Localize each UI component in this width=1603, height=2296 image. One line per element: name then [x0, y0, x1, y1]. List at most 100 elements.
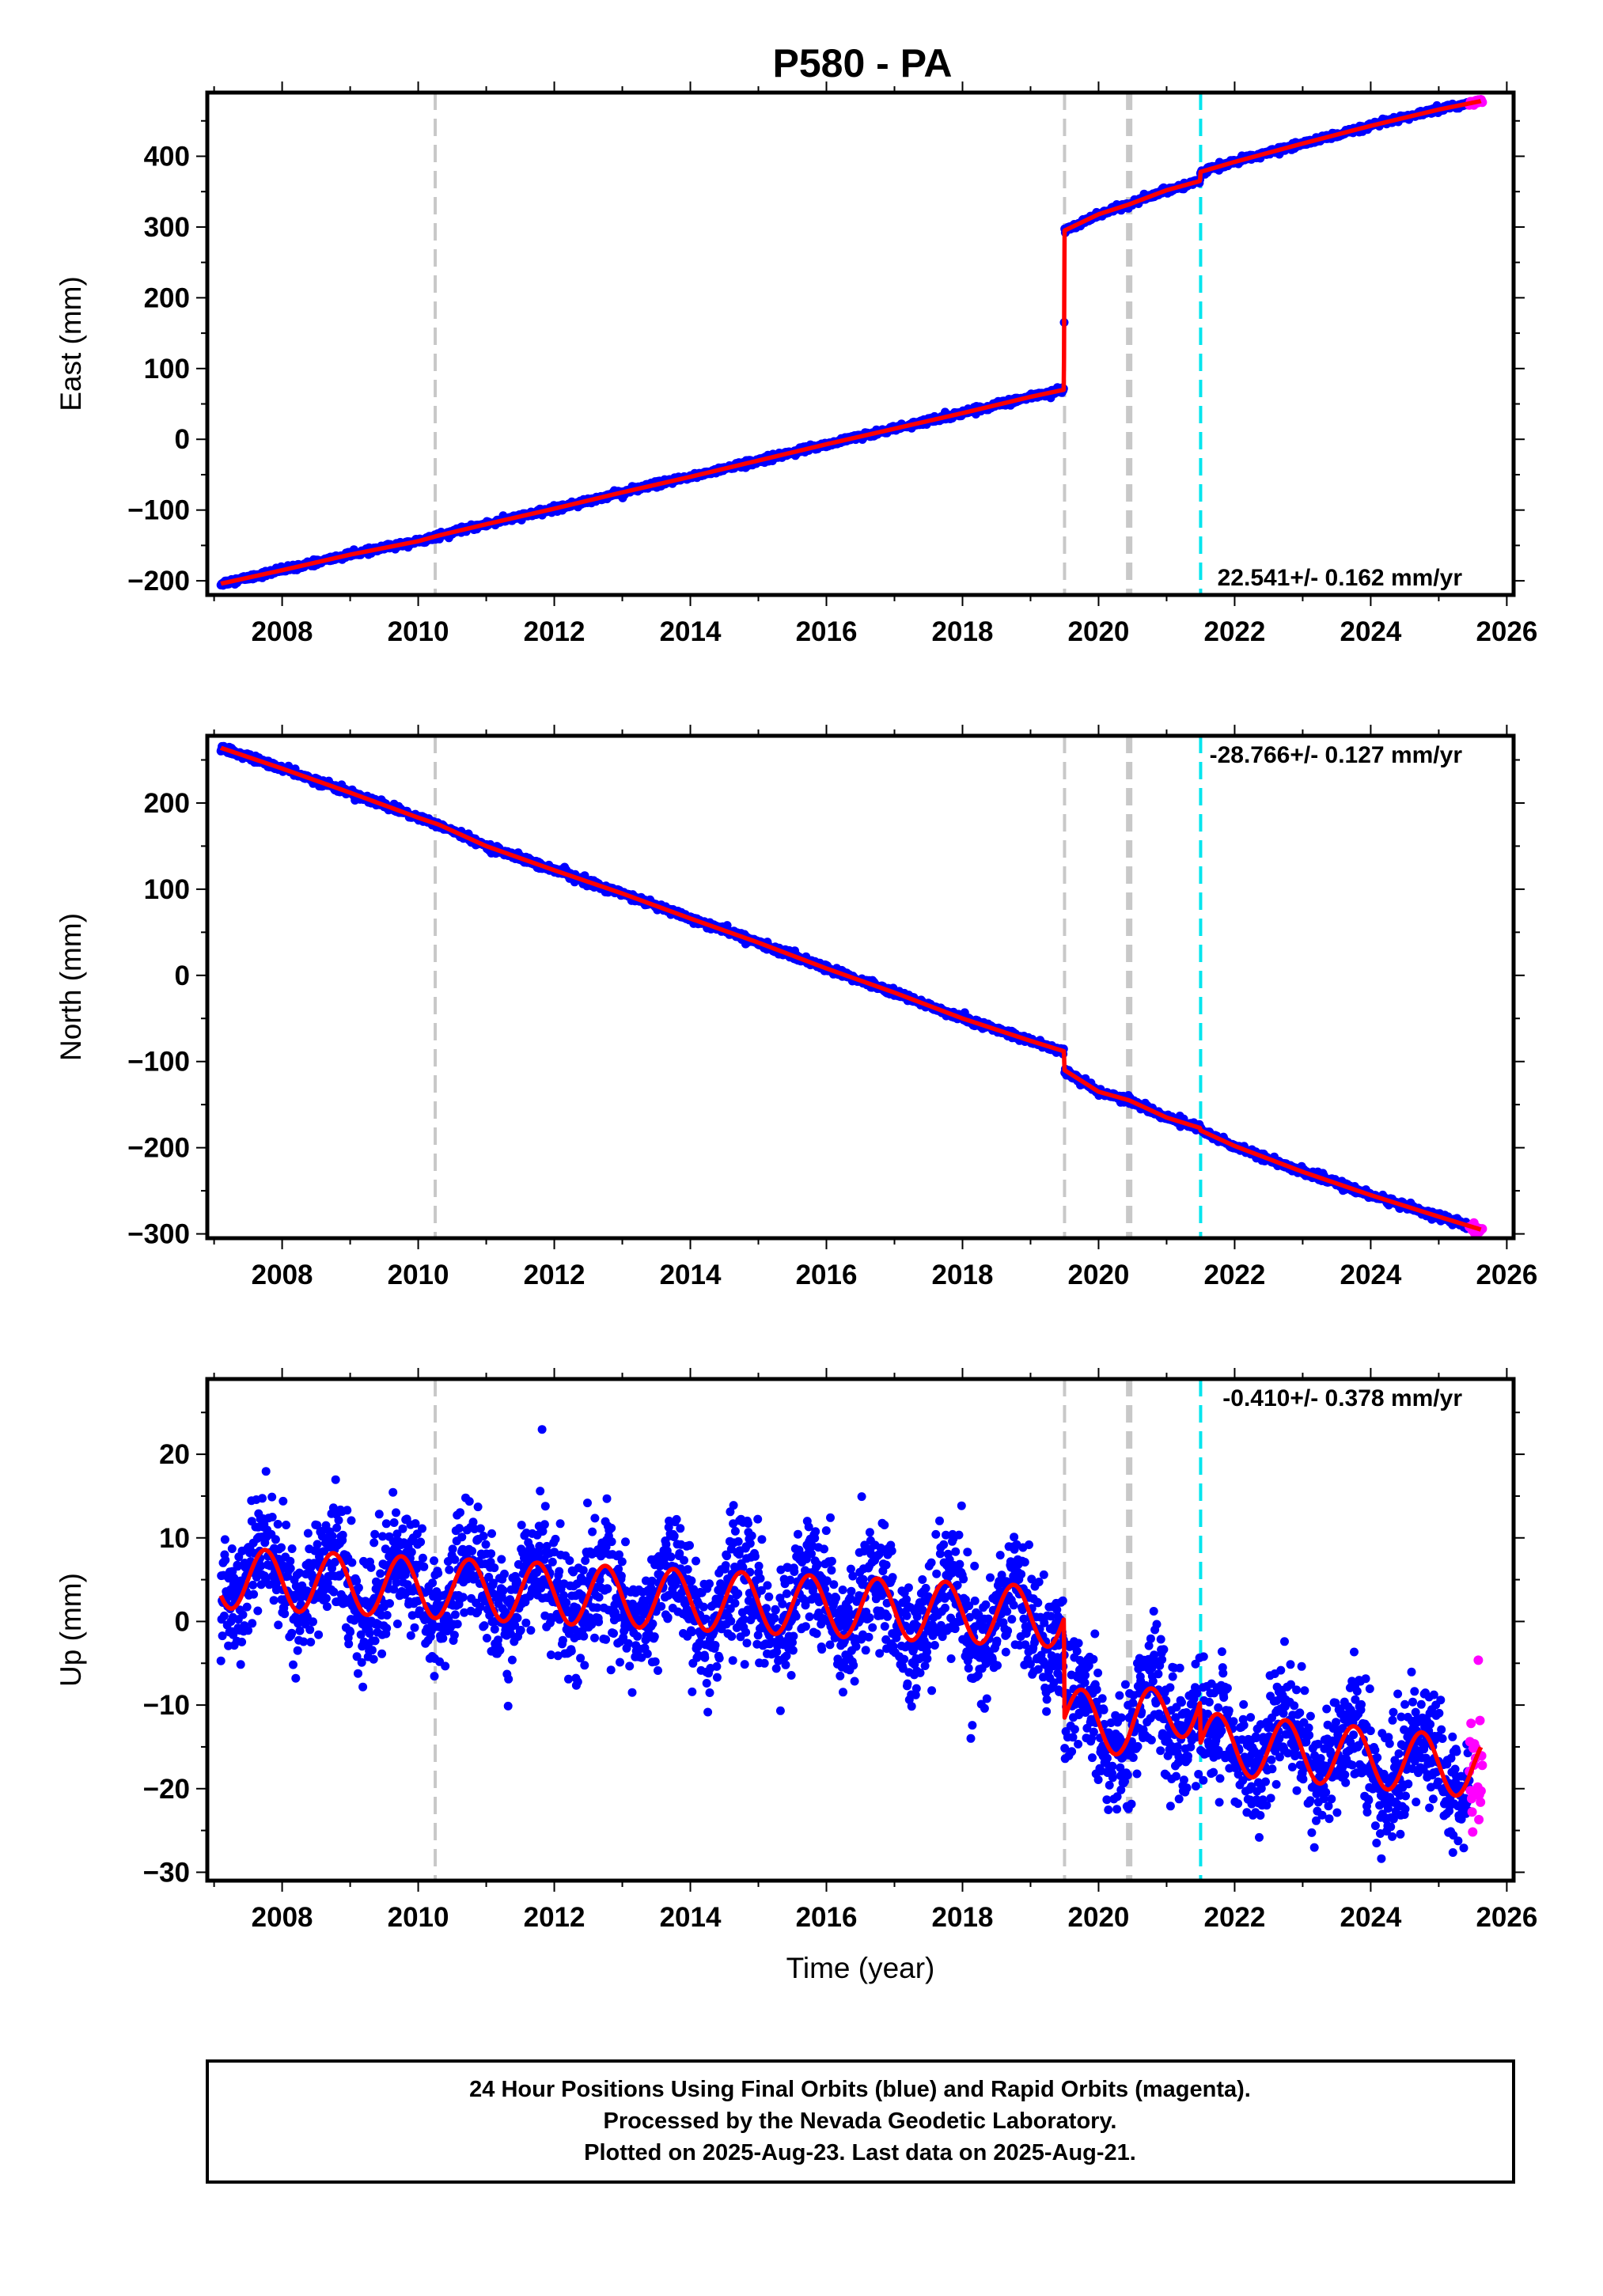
rate-label: 22.541+/- 0.162 mm/yr	[1218, 565, 1463, 591]
data-points	[216, 1425, 1487, 1863]
final-orbit-point	[381, 1519, 391, 1529]
final-orbit-point	[354, 1669, 362, 1678]
y-tick-label: 400	[144, 141, 190, 172]
final-orbit-point	[280, 1609, 290, 1619]
y-axis-label: East (mm)	[55, 276, 87, 411]
final-orbit-point	[392, 1620, 402, 1628]
x-tick-label: 2010	[388, 1260, 449, 1290]
final-orbit-point	[216, 1656, 225, 1665]
final-orbit-point	[406, 1631, 415, 1640]
y-tick-label: 300	[144, 212, 190, 243]
chart-title: P580 - PA	[773, 41, 953, 85]
x-axis: 2008 2010 2012 2014 2016 2018 2020 2022 2024 2026	[213, 725, 1537, 1290]
final-orbit-point	[354, 1583, 363, 1593]
event-lines	[434, 93, 1203, 595]
x-tick-label: 2012	[524, 616, 585, 647]
y-tick-label: −100	[127, 495, 190, 526]
final-orbit-point	[289, 1660, 297, 1669]
final-orbit-point	[392, 1508, 400, 1517]
final-orbit-point	[227, 1544, 237, 1553]
final-orbit-point	[249, 1589, 259, 1599]
final-orbit-point	[410, 1623, 419, 1632]
y-tick-label: −100	[127, 1047, 190, 1078]
final-orbit-point	[377, 1649, 387, 1658]
final-orbit-point	[369, 1538, 379, 1548]
y-tick-label: 100	[144, 874, 190, 905]
final-orbit-point	[273, 1520, 282, 1529]
x-tick-label: 2010	[388, 616, 449, 647]
data-points	[216, 741, 1487, 1238]
x-tick-label: 2016	[796, 616, 858, 647]
final-orbit-point	[313, 1540, 322, 1549]
x-tick-label: 2020	[1068, 616, 1130, 647]
y-tick-label: 0	[175, 424, 190, 455]
rate-label: -28.766+/- 0.127 mm/yr	[1210, 742, 1463, 768]
final-orbit-point	[221, 1555, 230, 1565]
final-orbit-point	[331, 1475, 340, 1484]
final-orbit-point	[367, 1646, 377, 1655]
y-tick-label: 100	[144, 354, 190, 385]
y-axis: −200 −100 0 100 200 300 400	[127, 119, 1525, 597]
y-tick-label: 200	[144, 788, 190, 819]
final-orbit-point	[366, 1563, 376, 1572]
final-orbit-point	[309, 1617, 317, 1627]
final-orbit-point	[347, 1516, 356, 1525]
final-orbit-point	[248, 1619, 257, 1628]
x-tick-label: 2014	[660, 616, 722, 647]
x-tick-label: 2020	[1068, 1260, 1130, 1290]
final-orbit-point	[293, 1646, 302, 1655]
x-tick-label: 2024	[1340, 1260, 1401, 1290]
x-tick-label: 2022	[1204, 616, 1266, 647]
final-orbit-point	[374, 1510, 384, 1519]
final-orbit-point	[267, 1492, 277, 1502]
x-tick-label: 2026	[1476, 1260, 1537, 1290]
y-tick-label: −200	[127, 566, 190, 597]
final-orbit-point	[322, 1602, 332, 1612]
final-orbit-point	[277, 1543, 286, 1552]
final-orbit-point	[253, 1606, 263, 1616]
y-tick-label: 200	[144, 282, 190, 313]
model-curve	[218, 99, 1484, 586]
final-orbit-point	[369, 1654, 378, 1664]
final-orbit-point	[291, 1673, 301, 1683]
final-orbit-point	[236, 1660, 245, 1669]
final-orbit-point	[382, 1623, 392, 1633]
final-orbit-point	[321, 1593, 331, 1603]
final-orbit-point	[258, 1494, 267, 1503]
final-orbit-point	[238, 1610, 248, 1620]
x-tick-label: 2024	[1340, 616, 1401, 647]
final-orbit-point	[287, 1628, 297, 1638]
x-tick-label: 2008	[252, 1260, 313, 1290]
final-orbit-point	[343, 1506, 352, 1515]
final-orbit-point	[314, 1630, 324, 1639]
x-tick-label: 2012	[524, 1260, 585, 1290]
x-tick-label: 2014	[660, 1260, 722, 1290]
event-lines	[434, 736, 1203, 1238]
final-orbit-point	[261, 1467, 271, 1476]
final-orbit-point	[248, 1580, 258, 1589]
final-orbit-point	[344, 1639, 354, 1649]
final-orbit-point	[242, 1602, 252, 1612]
final-orbit-point	[385, 1599, 394, 1608]
final-orbit-point	[287, 1544, 297, 1553]
final-orbit-point	[220, 1535, 229, 1544]
y-tick-label: −200	[127, 1133, 190, 1164]
final-orbit-point	[370, 1529, 380, 1539]
x-axis: 2008 2010 2012 2014 2016 2018 2020 2022 2024 2026	[213, 81, 1537, 647]
final-orbit-point	[346, 1627, 355, 1637]
final-orbit-point	[389, 1518, 399, 1527]
final-orbit-point	[418, 1553, 427, 1563]
x-tick-label: 2018	[932, 1260, 994, 1290]
final-orbit-point	[419, 1562, 429, 1571]
final-orbit-point	[237, 1637, 247, 1646]
final-orbit-point	[332, 1523, 342, 1533]
final-orbit-point	[306, 1638, 316, 1646]
final-orbit-point	[382, 1611, 392, 1620]
final-orbit-point	[418, 1524, 426, 1533]
east-panel: 2008 2010 2012 2014 2016 2018 2020 2022 2024 2026…	[55, 81, 1537, 647]
final-orbit-point	[334, 1516, 343, 1525]
x-tick-label: 2026	[1476, 616, 1537, 647]
y-tick-label: 0	[175, 960, 190, 991]
final-orbit-point	[416, 1537, 426, 1547]
final-orbit-point	[347, 1558, 357, 1567]
